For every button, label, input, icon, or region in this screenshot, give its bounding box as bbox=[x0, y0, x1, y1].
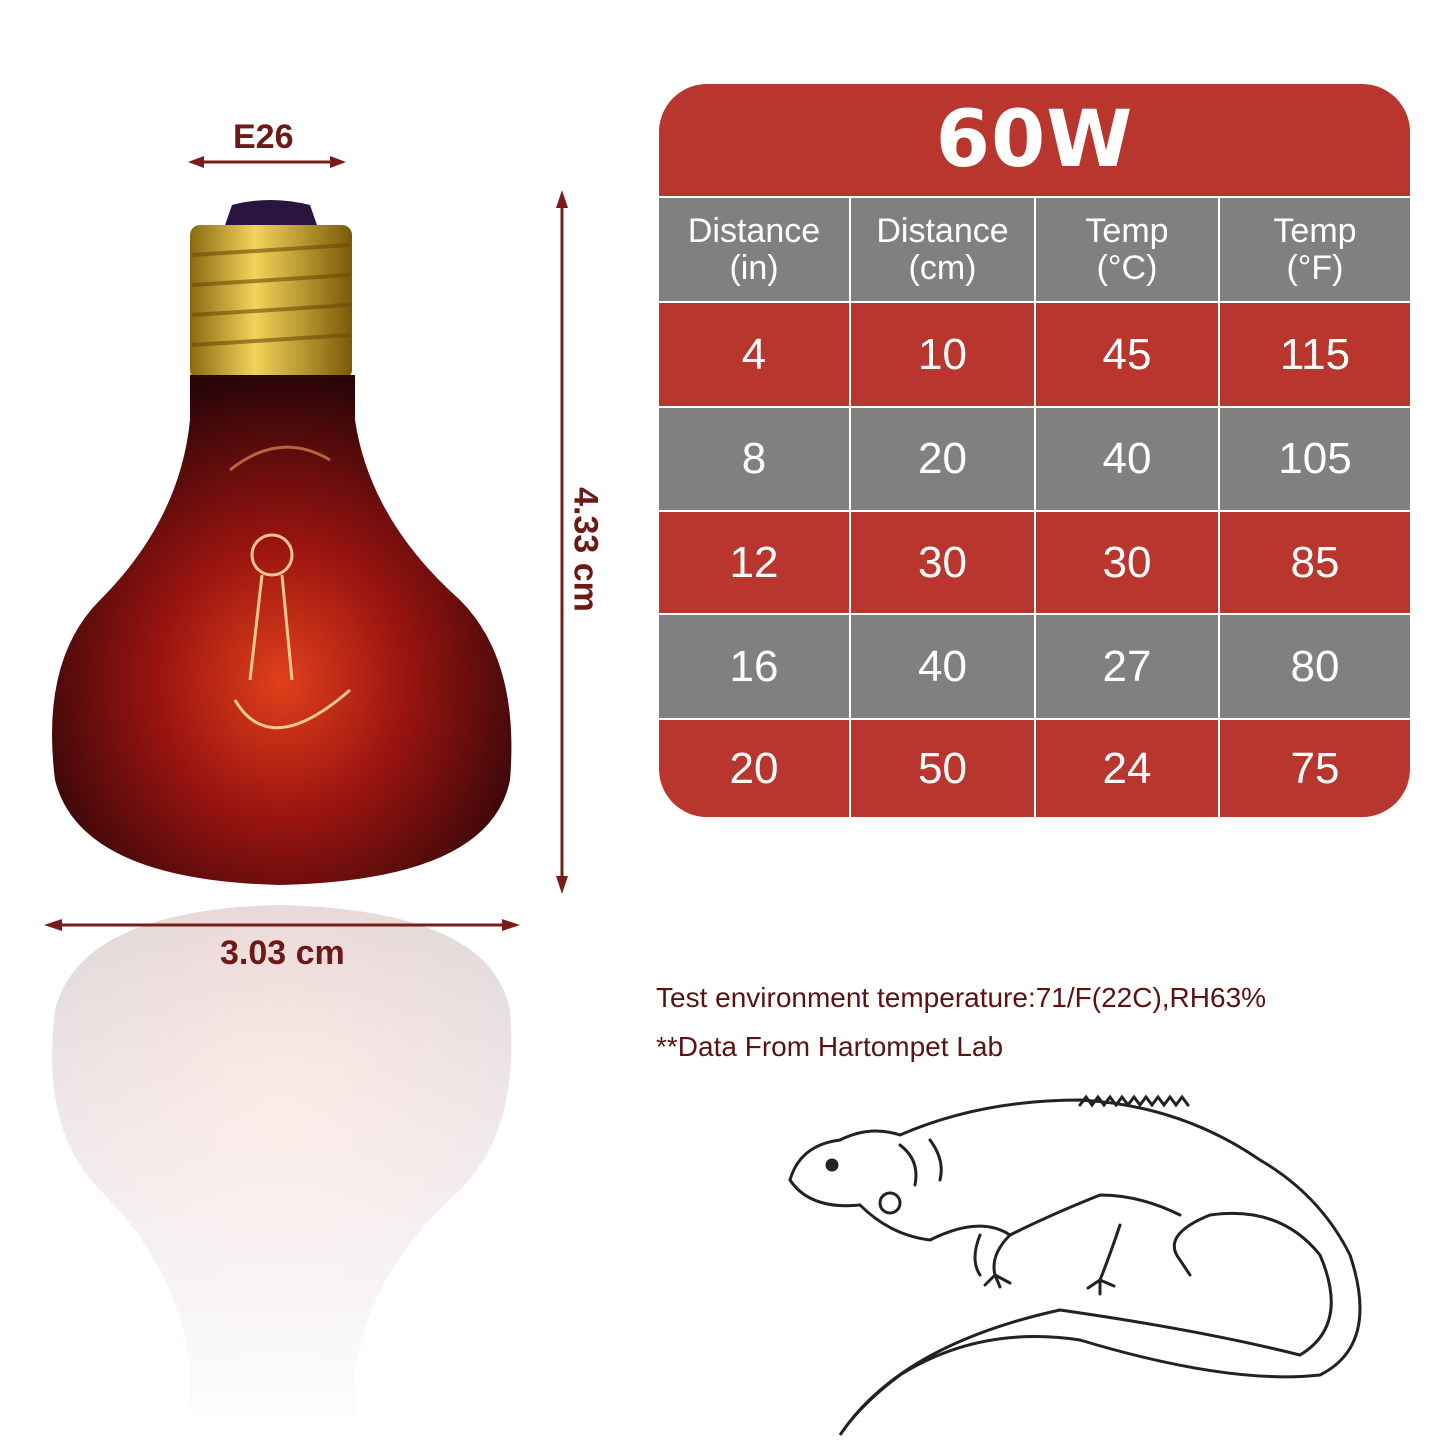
table-cell: 80 bbox=[1220, 615, 1410, 718]
table-cell: 30 bbox=[1036, 512, 1218, 613]
filament bbox=[229, 445, 351, 730]
header-unit: (cm) bbox=[908, 248, 977, 287]
data-source-note: **Data From Hartompet Lab bbox=[656, 1031, 1004, 1062]
table-cell: 16 bbox=[659, 615, 849, 718]
iguana-illustration bbox=[788, 1094, 1362, 1436]
header-line: Temp bbox=[1085, 211, 1169, 250]
temperature-table: 60W Distance (in) Distance (cm) Temp (°C) Temp… bbox=[659, 84, 1410, 817]
bulb-tip bbox=[224, 200, 318, 228]
test-environment-note: Test environment temperature:71/F(22C),R… bbox=[656, 982, 1267, 1013]
table-cell: 40 bbox=[851, 615, 1034, 718]
table-cell: 4 bbox=[659, 303, 849, 406]
column-header: Temp (°C) bbox=[1036, 198, 1218, 301]
height-label: 4.33 cm bbox=[566, 487, 605, 612]
table-cell: 75 bbox=[1220, 720, 1410, 817]
table-cell: 20 bbox=[659, 720, 849, 817]
header-line: Temp bbox=[1273, 211, 1357, 250]
table-cell: 8 bbox=[659, 408, 849, 510]
table-cell: 30 bbox=[851, 512, 1034, 613]
column-header: Temp (°F) bbox=[1220, 198, 1410, 301]
header-line: Distance bbox=[687, 211, 821, 250]
table-cell: 10 bbox=[851, 303, 1034, 406]
header-unit: (°F) bbox=[1286, 248, 1344, 287]
width-label: 3.03 cm bbox=[220, 934, 345, 972]
table-cell: 12 bbox=[659, 512, 849, 613]
column-header: Distance (in) bbox=[659, 198, 849, 301]
table-cell: 24 bbox=[1036, 720, 1218, 817]
table-cell: 50 bbox=[851, 720, 1034, 817]
header-line: Distance bbox=[876, 211, 1009, 250]
header-unit: (°C) bbox=[1096, 248, 1158, 287]
column-header: Distance (cm) bbox=[851, 198, 1034, 301]
base-size-label: E26 bbox=[233, 118, 294, 156]
table-cell: 85 bbox=[1220, 512, 1410, 613]
table-cell: 115 bbox=[1220, 303, 1410, 406]
wattage-title: 60W bbox=[659, 84, 1410, 196]
table-cell: 27 bbox=[1036, 615, 1218, 718]
table-cell: 45 bbox=[1036, 303, 1218, 406]
header-unit: (in) bbox=[729, 248, 779, 287]
bulb-glass bbox=[52, 375, 512, 885]
table-cell: 20 bbox=[851, 408, 1034, 510]
table-cell: 105 bbox=[1220, 408, 1410, 510]
table-cell: 40 bbox=[1036, 408, 1218, 510]
heat-bulb-image bbox=[0, 156, 640, 1445]
